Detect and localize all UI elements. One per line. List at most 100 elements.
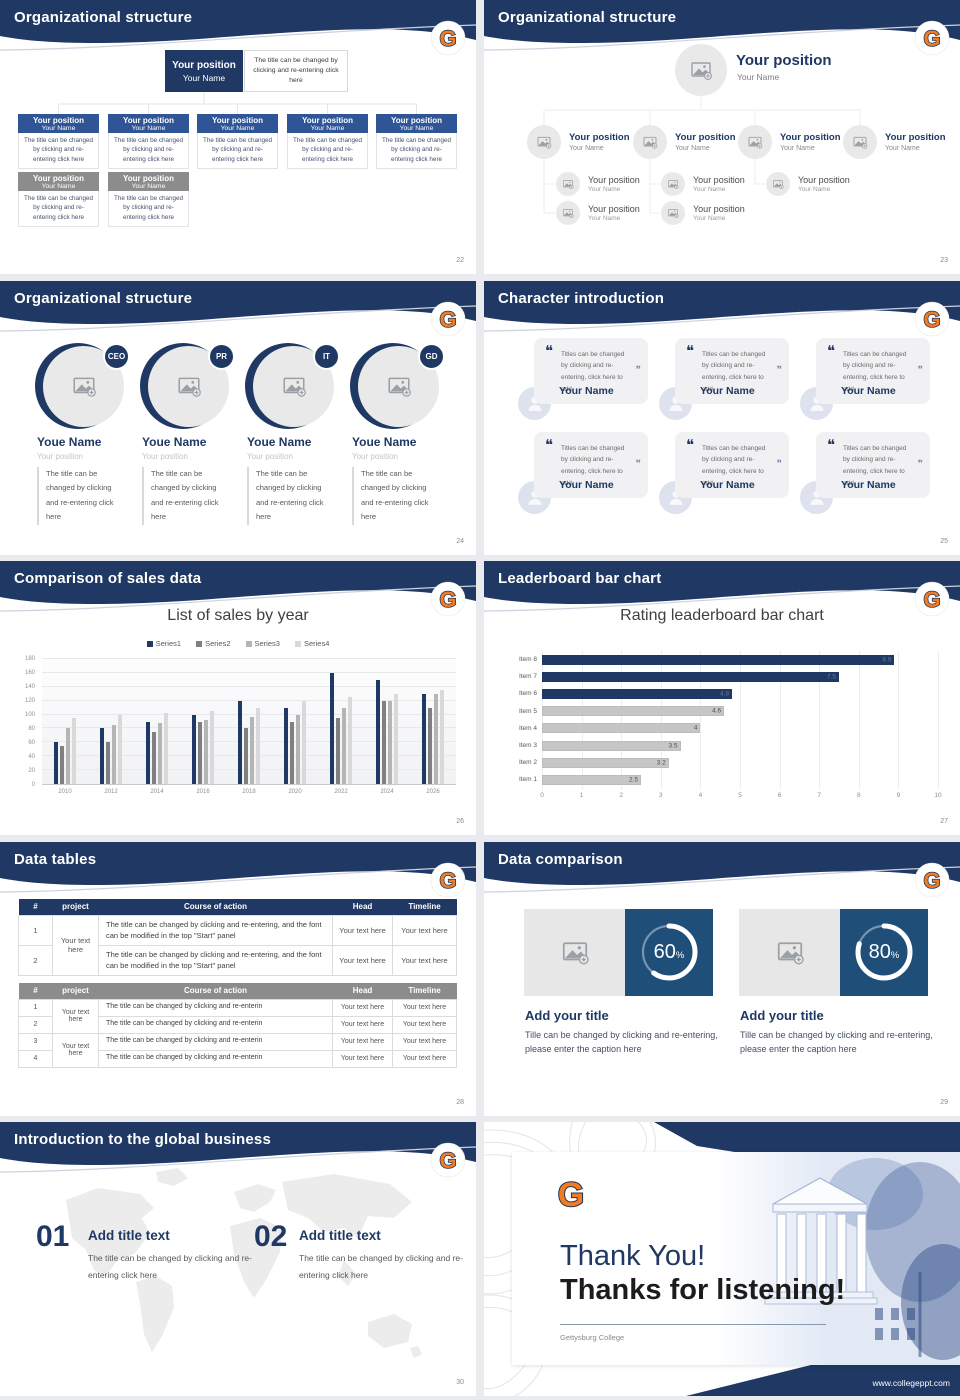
slide-character-introduction: Character introduction ❝ Titles can be c… bbox=[484, 280, 960, 555]
slide-thank-you: G Thank You! Thanks for listening! Getty… bbox=[484, 1122, 960, 1396]
leader-plot: 0 1 2 3 4 5 6 7 8 9 10 8.9 7.5 4.8 4.6 4 3.5 3.2 2.5 bbox=[540, 651, 942, 799]
quote-text: Titles can be changed by clicking and re… bbox=[843, 444, 907, 487]
college-logo-icon bbox=[428, 860, 468, 900]
org-node: Your position Your Name The title can be … bbox=[287, 114, 368, 170]
card-background bbox=[534, 431, 648, 498]
sales-y-labels: 0 20 40 60 80 100 120 140 160 180 bbox=[24, 656, 35, 788]
profile-card: PR Youe Name Your position The title can… bbox=[140, 342, 235, 543]
photo-placeholder bbox=[843, 125, 877, 159]
page-number: 26 bbox=[456, 818, 464, 825]
profile-position: Your position bbox=[37, 451, 83, 461]
profile-card: CEO Youe Name Your position The title ca… bbox=[35, 342, 130, 543]
quote-open-icon: ❝ bbox=[686, 436, 695, 454]
panel-heading: Add your title bbox=[525, 1007, 609, 1023]
panel-heading: Add your title bbox=[740, 1007, 824, 1023]
person-name: Your Name bbox=[700, 384, 755, 397]
slide-leaderboard-chart: Leaderboard bar chart Rating leaderboard… bbox=[484, 561, 960, 835]
page-number: 24 bbox=[456, 537, 464, 545]
table-row: 4 The title can be changed by clicking a… bbox=[18, 1049, 457, 1068]
profile-caption: The title can be changed by clicking and… bbox=[352, 466, 435, 525]
quote-card: ❝ Titles can be changed by clicking and … bbox=[800, 431, 930, 514]
quote-text: Titles can be changed by clicking and re… bbox=[702, 350, 766, 393]
quote-open-icon: ❝ bbox=[686, 342, 695, 360]
item-heading: Add title text bbox=[88, 1228, 170, 1243]
college-logo-icon: G bbox=[557, 1175, 585, 1215]
quote-open-icon: ❝ bbox=[827, 436, 836, 454]
data-table-primary: # project Course of action Head Timeline… bbox=[18, 898, 457, 976]
sales-legend: Series1 Series2 Series3 Series4 bbox=[0, 639, 476, 648]
slide-title: Introduction to the global business bbox=[14, 1131, 271, 1148]
organization-name: Gettysburg College bbox=[560, 1333, 625, 1342]
college-logo-icon bbox=[428, 299, 468, 339]
profile-position: Your position bbox=[142, 451, 188, 461]
org-node: Your position Your Name The title can be … bbox=[376, 114, 457, 170]
quote-text: Titles can be changed by clicking and re… bbox=[561, 350, 625, 393]
quote-close-icon: ❞ bbox=[917, 364, 923, 376]
chart-title: List of sales by year bbox=[167, 607, 309, 624]
image-placeholder-icon bbox=[772, 178, 784, 190]
table-row: 3 Your text here The title can be change… bbox=[18, 1032, 457, 1068]
slide-org-structure-photos: Organizational structure Your position Y… bbox=[484, 0, 960, 274]
website-url: www.collegeppt.com bbox=[872, 1378, 950, 1388]
page-number: 28 bbox=[456, 1098, 464, 1106]
person-name: Your Name bbox=[841, 384, 896, 397]
college-logo-icon bbox=[428, 579, 468, 619]
column-header: project bbox=[52, 898, 99, 915]
photo-placeholder bbox=[556, 201, 580, 225]
photo-placeholder: PR bbox=[148, 342, 235, 427]
divider-line bbox=[560, 1324, 826, 1325]
org-node: Your position Your Name The title can be … bbox=[18, 172, 99, 228]
quote-text: Titles can be changed by clicking and re… bbox=[561, 444, 625, 487]
org-node: Your position Your Name bbox=[556, 201, 640, 225]
profile-name: Youe Name bbox=[352, 434, 417, 449]
org-node: Your position Your Name bbox=[661, 172, 745, 196]
profile-card: GD Youe Name Your position The title can… bbox=[350, 342, 445, 543]
org-node: Your position Your Name bbox=[556, 172, 640, 196]
image-placeholder-icon bbox=[689, 58, 713, 82]
photo-placeholder bbox=[675, 44, 727, 96]
thank-you-heading: Thank You! bbox=[560, 1240, 706, 1272]
org-node: Your position Your Name bbox=[633, 125, 736, 159]
quote-open-icon: ❝ bbox=[827, 342, 836, 360]
role-badge: PR bbox=[208, 342, 235, 370]
slide-data-tables: Data tables # project Course of action H… bbox=[0, 841, 476, 1116]
org-node: Your position Your Name The title can be … bbox=[197, 114, 278, 170]
image-placeholder-icon bbox=[176, 373, 202, 399]
column-header: Timeline bbox=[392, 898, 457, 915]
table-row: 1 Your text here The title can be change… bbox=[18, 914, 457, 976]
root-position: Your position bbox=[172, 59, 236, 71]
quote-open-icon: ❝ bbox=[545, 436, 554, 454]
profile-caption: The title can be changed by clicking and… bbox=[142, 466, 225, 525]
column-header: Course of action bbox=[98, 898, 333, 915]
item-number: 02 bbox=[254, 1220, 288, 1253]
org-node: Your position Your Name bbox=[766, 172, 850, 196]
slide-title: Comparison of sales data bbox=[14, 570, 202, 587]
column-header: Course of action bbox=[98, 982, 333, 999]
page-number: 22 bbox=[456, 257, 464, 264]
college-logo-icon bbox=[912, 18, 952, 58]
photo-placeholder bbox=[661, 201, 685, 225]
college-logo-icon bbox=[428, 1140, 468, 1180]
campus-engraving-image bbox=[715, 1152, 960, 1365]
slide-title: Character introduction bbox=[498, 289, 665, 307]
page-number: 27 bbox=[940, 818, 948, 825]
image-placeholder-icon bbox=[747, 134, 763, 150]
slide-title: Organizational structure bbox=[14, 9, 193, 26]
slide-org-structure-profiles: Organizational structure CEO Youe Name Y… bbox=[0, 280, 476, 555]
image-placeholder-icon bbox=[667, 178, 679, 190]
svg-text:G: G bbox=[558, 1176, 584, 1214]
quote-card: ❝ Titles can be changed by clicking and … bbox=[800, 337, 930, 420]
profile-position: Your position bbox=[352, 451, 398, 461]
profile-card: IT Youe Name Your position The title can… bbox=[245, 342, 340, 543]
item-caption: The title can be changed by clicking and… bbox=[299, 1253, 463, 1280]
quote-card: ❝ Titles can be changed by clicking and … bbox=[518, 431, 648, 514]
leaderboard-chart: Item 8 Item 7 Item 6 Item 5 Item 4 Item 3 Item… bbox=[512, 651, 942, 799]
building-illustration bbox=[764, 1158, 960, 1360]
root-name: Your Name bbox=[737, 72, 780, 82]
org-node: Your position Your Name The title can be … bbox=[108, 114, 189, 170]
table-row: 2 The title can be changed by clicking a… bbox=[18, 944, 457, 976]
root-name: Your Name bbox=[182, 72, 226, 83]
image-placeholder-box bbox=[739, 908, 840, 996]
thanks-subheading: Thanks for listening! bbox=[560, 1274, 846, 1306]
org-root-node: Your position Your Name bbox=[165, 50, 243, 92]
